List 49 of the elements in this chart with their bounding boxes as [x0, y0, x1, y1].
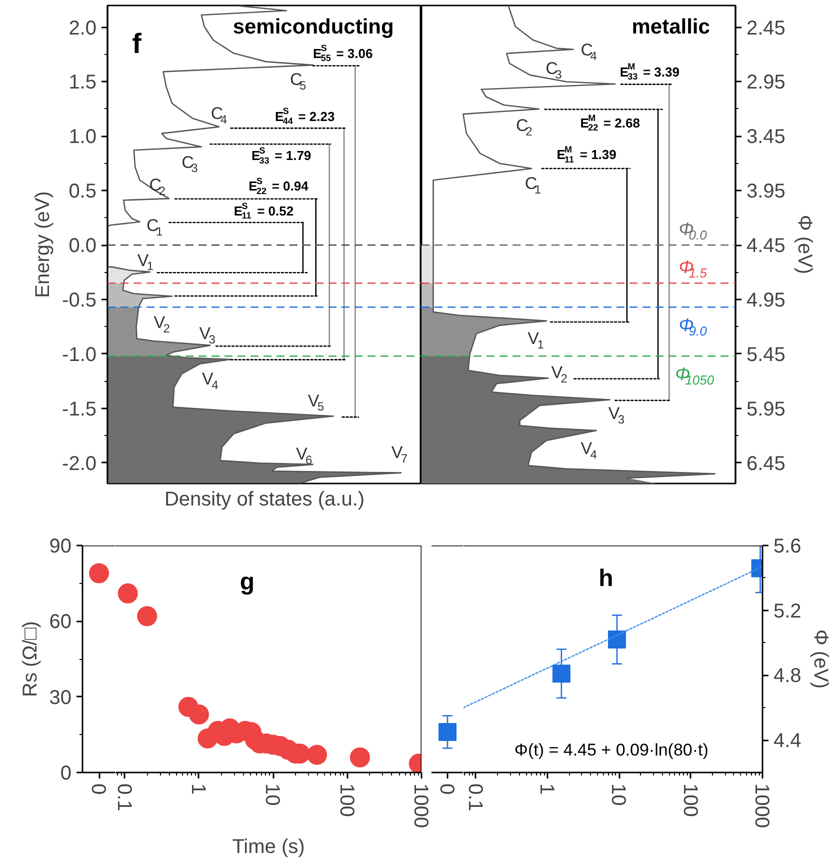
y2-tick-label: 4.4	[774, 730, 802, 752]
y-axis-title: Energy (eV)	[32, 191, 54, 298]
y-tick-label: -2.0	[62, 452, 97, 475]
y-tick-label: 1.5	[68, 72, 97, 94]
annotation: semiconducting	[232, 16, 394, 39]
x-tick-label: 0.1	[464, 784, 486, 812]
y-tick-label: 0.0	[68, 235, 97, 258]
y2-tick-label: 3.95	[746, 180, 786, 203]
x-tick-label: 0.1	[112, 784, 135, 812]
x-tick-label: 0	[87, 784, 109, 795]
y2-tick-label: 5.95	[746, 398, 786, 420]
x-tick-label: 1000	[750, 784, 772, 828]
x-tick-label: 10	[261, 784, 284, 806]
y-tick-label: -1.5	[62, 398, 97, 420]
y-tick-label: 90	[49, 536, 72, 558]
annotation: metallic	[632, 16, 710, 39]
y-tick-label: -0.5	[62, 289, 97, 312]
x-tick-label: 1000	[410, 784, 432, 828]
x-tick-label: 1	[186, 784, 209, 795]
x-tick-label: 100	[335, 784, 358, 817]
annotation: f	[132, 28, 142, 60]
x-tick-label: 10	[607, 784, 630, 806]
x-tick-label: 0	[436, 784, 458, 795]
y-axis-title: Rs (Ω/□)	[19, 621, 42, 697]
y-tick-label: 30	[49, 686, 72, 709]
y2-tick-label: 5.2	[774, 600, 802, 622]
y2-tick-label: 4.95	[746, 289, 786, 312]
y2-axis-title: Φ (eV)	[793, 214, 816, 274]
y2-tick-label: 4.8	[774, 665, 802, 688]
y2-tick-label: 6.45	[746, 452, 786, 475]
annotation: g	[240, 568, 255, 596]
y2-tick-label: 2.95	[746, 72, 786, 94]
y2-tick-label: 4.45	[746, 235, 786, 258]
x-tick-label: 1	[536, 784, 558, 795]
y-tick-label: 60	[49, 611, 72, 634]
y2-tick-label: 2.45	[746, 17, 786, 40]
y-tick-label: 2.0	[68, 17, 97, 40]
y-tick-label: 0.5	[68, 180, 97, 203]
y-tick-label: 1.0	[68, 126, 97, 148]
y2-axis-title: Φ (eV)	[809, 629, 832, 689]
x-axis-title: Time (s)	[232, 836, 305, 858]
x-axis-title: Density of states (a.u.)	[164, 488, 365, 510]
x-tick-label: 100	[678, 784, 701, 817]
annotation: h	[598, 564, 614, 592]
y2-tick-label: 3.45	[746, 126, 786, 148]
y2-tick-label: 5.45	[746, 344, 786, 366]
annotation: Φ(t) = 4.45 + 0.09·ln(80·t)	[514, 740, 708, 760]
y-tick-label: -1.0	[62, 344, 97, 366]
y2-tick-label: 5.6	[774, 536, 802, 558]
